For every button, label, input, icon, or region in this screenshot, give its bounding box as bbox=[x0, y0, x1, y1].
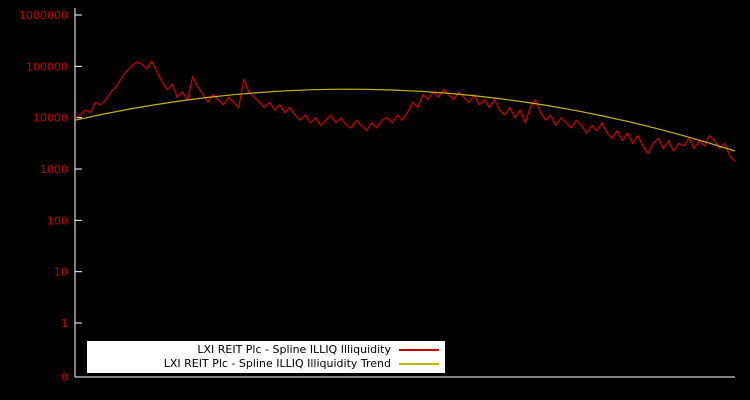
y-tick-label: 100000 bbox=[26, 60, 68, 73]
y-tick-label: 1000 bbox=[40, 163, 68, 176]
y-tick-label: 10000 bbox=[33, 112, 68, 125]
legend-label-trend: LXI REIT Plc - Spline ILLIQ Illiquidity … bbox=[163, 357, 391, 370]
chart-legend: LXI REIT Plc - Spline ILLIQ Illiquidity … bbox=[87, 341, 445, 373]
legend-line-sample-red bbox=[399, 349, 439, 351]
series-line-illiquidity bbox=[74, 60, 736, 162]
y-tick-label: 100 bbox=[47, 214, 68, 227]
legend-item-trend: LXI REIT Plc - Spline ILLIQ Illiquidity … bbox=[91, 357, 439, 371]
series-line-trend bbox=[74, 88, 736, 152]
y-tick-label: 1 bbox=[61, 317, 68, 330]
y-tick-label: 10 bbox=[54, 266, 68, 279]
y-tick-label: 1000000 bbox=[19, 9, 68, 22]
legend-label-illiquidity: LXI REIT Plc - Spline ILLIQ Illiquidity bbox=[197, 343, 391, 356]
legend-line-sample-yellow bbox=[399, 363, 439, 365]
y-tick-label: 0 bbox=[61, 371, 68, 384]
legend-item-illiquidity: LXI REIT Plc - Spline ILLIQ Illiquidity bbox=[91, 343, 439, 357]
